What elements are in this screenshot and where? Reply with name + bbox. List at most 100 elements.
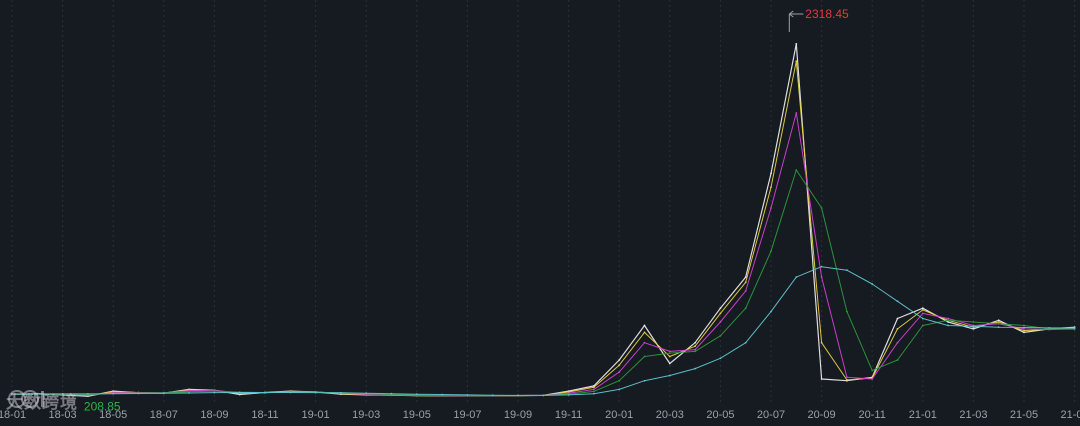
series-point [1023, 324, 1025, 327]
series-point [871, 378, 874, 380]
series-point [947, 324, 949, 327]
series-point [1048, 326, 1051, 329]
series-point [643, 324, 646, 327]
series-point [694, 348, 696, 351]
series-point [744, 276, 747, 278]
series-point [921, 307, 924, 310]
x-tick-label: 21-05 [1010, 409, 1038, 421]
series-point [668, 362, 671, 365]
series-point [795, 43, 798, 45]
x-tick-label: 18-07 [150, 409, 178, 421]
series-point [921, 309, 924, 311]
series-point [137, 392, 140, 395]
series-point [795, 169, 798, 171]
series-point [618, 359, 621, 361]
series-point [744, 281, 747, 284]
series-point [643, 355, 646, 358]
series-point [668, 374, 671, 377]
series-point [820, 276, 823, 278]
watermark: 大数跨境 [6, 388, 78, 413]
series-point [668, 352, 671, 354]
series-point [846, 269, 848, 272]
series-point [618, 388, 621, 391]
series-point [972, 321, 975, 323]
series-point [694, 341, 696, 344]
series-point [188, 392, 191, 394]
series-point [770, 250, 772, 253]
series-point [1023, 328, 1025, 330]
series-point [871, 369, 874, 372]
series-point [517, 394, 519, 397]
series-point [896, 300, 899, 303]
series-point [668, 350, 671, 353]
x-tick-label: 18-09 [200, 409, 228, 421]
x-tick-label: 20-11 [859, 409, 886, 421]
x-tick-label: 18-11 [251, 409, 278, 421]
series-point [694, 350, 696, 353]
series-point [213, 391, 216, 394]
series-point [846, 376, 848, 379]
series-point [719, 321, 722, 323]
x-tick-label: 20-09 [808, 409, 836, 421]
x-tick-label: 21-01 [909, 409, 937, 421]
series-point [820, 265, 823, 268]
series-point [314, 391, 317, 394]
series-point [972, 328, 975, 330]
x-tick-label: 18-05 [99, 409, 127, 421]
x-tick-label: 20-01 [605, 409, 633, 421]
series-point [213, 390, 216, 392]
series-point [896, 359, 899, 361]
series-point [921, 312, 924, 315]
x-tick-label: 19-05 [403, 409, 431, 421]
series-point [694, 367, 696, 370]
series-point [643, 331, 646, 334]
series-point [896, 341, 899, 344]
series-point [921, 317, 924, 320]
series-point [744, 290, 747, 292]
x-tick-label: 20-05 [706, 409, 734, 421]
x-tick-label: 19-11 [555, 409, 582, 421]
series-point [744, 307, 747, 310]
series-point [719, 334, 722, 337]
series-point [972, 325, 975, 328]
series-point [618, 364, 621, 367]
x-tick-label: 18-03 [49, 409, 77, 421]
x-tick-label: 19-01 [302, 409, 330, 421]
series-point [770, 186, 772, 189]
series-point [441, 393, 443, 396]
x-tick-label: 20-03 [656, 409, 684, 421]
series-point [618, 379, 621, 382]
series-point [618, 371, 621, 373]
series-point [770, 207, 772, 209]
series-point [719, 357, 722, 360]
series-point [567, 393, 570, 396]
x-tick-label: 20-07 [757, 409, 785, 421]
series-point [997, 321, 1000, 323]
x-tick-label: 19-03 [352, 409, 380, 421]
series-point [643, 341, 646, 344]
series-point [871, 283, 874, 285]
series-point [719, 312, 722, 315]
series-line-2 [11, 112, 1075, 397]
series-line-1 [11, 60, 1075, 397]
series-point [820, 207, 823, 209]
series-point [719, 307, 722, 310]
series-point [770, 310, 772, 313]
series-point [1023, 326, 1025, 329]
series-point [593, 390, 595, 393]
series-point [846, 310, 848, 313]
series-point [162, 392, 165, 395]
x-tick-label: 19-09 [504, 409, 532, 421]
series-point [112, 392, 115, 395]
series-point [542, 394, 545, 397]
series-point [795, 276, 798, 278]
series-point [415, 393, 418, 396]
series-line-3 [12, 169, 1075, 397]
series-point [466, 393, 469, 396]
series-line-0 [11, 43, 1075, 397]
series-point [795, 60, 798, 63]
series-point [668, 355, 671, 358]
x-tick-label: 21-03 [959, 409, 987, 421]
